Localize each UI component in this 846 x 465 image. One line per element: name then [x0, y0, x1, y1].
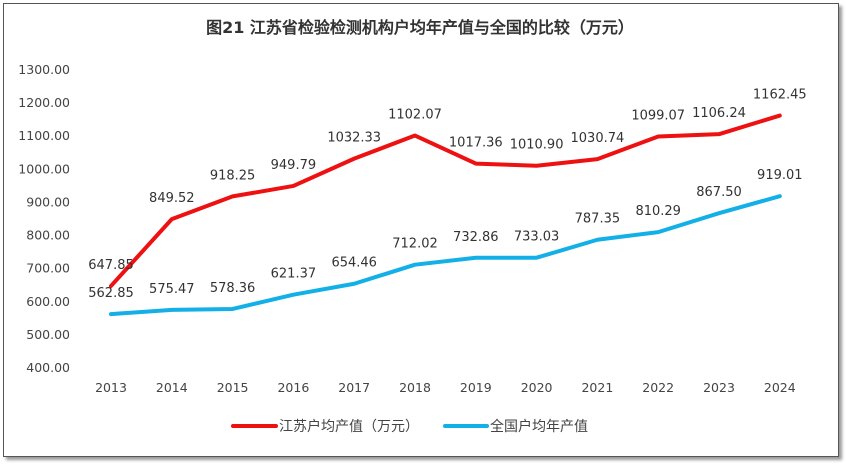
x-tick-label: 2024	[764, 380, 796, 395]
y-tick-label: 800.00	[26, 228, 70, 243]
x-tick-label: 2021	[581, 380, 613, 395]
x-tick-label: 2022	[642, 380, 674, 395]
legend: 江苏户均产值（万元） 全国户均年产值	[231, 418, 588, 435]
y-tick-label: 1300.00	[18, 62, 70, 77]
data-label: 578.36	[210, 281, 256, 296]
data-label: 1032.33	[327, 131, 381, 146]
y-tick-label: 1000.00	[18, 161, 70, 176]
chart-title: 图21 江苏省检验检测机构户均年产值与全国的比较（万元）	[206, 18, 634, 37]
y-tick-label: 900.00	[26, 194, 70, 209]
series-line-jiangsu	[109, 113, 782, 288]
x-tick-label: 2018	[399, 380, 431, 395]
y-tick-label: 700.00	[26, 261, 70, 276]
y-tick-label: 500.00	[26, 327, 70, 342]
legend-label-national: 全国户均年产值	[490, 418, 588, 435]
data-label: 787.35	[575, 212, 621, 227]
series-line-national	[109, 194, 782, 317]
data-label: 810.29	[635, 204, 681, 219]
legend-label-jiangsu: 江苏户均产值（万元）	[279, 418, 419, 435]
data-label: 867.50	[696, 185, 742, 200]
data-label: 1162.45	[753, 88, 807, 103]
x-tick-label: 2016	[277, 380, 309, 395]
x-tick-label: 2019	[460, 380, 492, 395]
y-tick-label: 600.00	[26, 294, 70, 309]
x-tick-label: 2023	[703, 380, 735, 395]
data-label: 1099.07	[631, 109, 685, 124]
data-label: 733.03	[514, 230, 560, 245]
data-label: 562.85	[88, 286, 134, 301]
data-label: 1017.36	[449, 136, 503, 151]
data-label: 1010.90	[510, 138, 564, 153]
data-label: 732.86	[453, 230, 499, 245]
x-tick-label: 2020	[521, 380, 553, 395]
data-label: 712.02	[392, 237, 438, 252]
data-label: 654.46	[331, 256, 377, 271]
y-tick-label: 1200.00	[18, 95, 70, 110]
x-tick-label: 2013	[95, 380, 127, 395]
x-tick-label: 2017	[338, 380, 370, 395]
x-tick-label: 2014	[156, 380, 188, 395]
x-tick-label: 2015	[217, 380, 249, 395]
data-label: 849.52	[149, 191, 195, 206]
data-label: 919.01	[757, 168, 803, 183]
data-label: 621.37	[271, 267, 317, 282]
data-label: 1102.07	[388, 108, 442, 123]
chart-frame	[3, 3, 839, 457]
data-label: 1030.74	[571, 131, 625, 146]
data-label: 949.79	[271, 158, 317, 173]
data-label: 1106.24	[692, 106, 746, 121]
data-label: 647.85	[88, 258, 134, 273]
data-label: 918.25	[210, 168, 256, 183]
data-label: 575.47	[149, 282, 195, 297]
y-tick-label: 400.00	[26, 360, 70, 375]
y-tick-label: 1100.00	[18, 128, 70, 143]
